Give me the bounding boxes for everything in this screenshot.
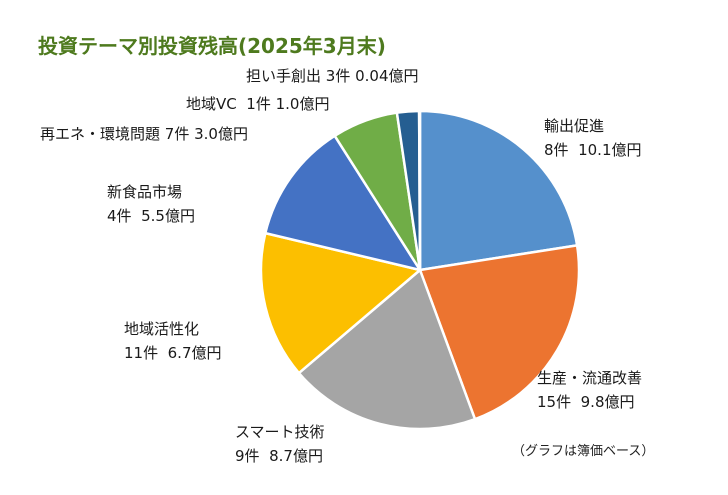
slice-label-count: 8件 [544, 141, 569, 159]
slice-label-name: 地域VC [186, 95, 237, 113]
slice-label-value: 0.04億円 [355, 67, 419, 85]
slice-label-name: 再エネ・環境問題 [40, 125, 161, 143]
slice-label-count: 4件 [107, 207, 132, 225]
slice-label-name: 生産・流通改善 [537, 369, 643, 387]
slice-label-value: 3.0億円 [194, 125, 248, 143]
slice-label-count: 15件 [537, 393, 572, 411]
slice-label-count: 11件 [124, 344, 159, 362]
pie-slice-4 [264, 134, 422, 272]
slice-label-value: 5.5億円 [141, 207, 195, 225]
pie-slice-3 [259, 231, 422, 375]
slice-label-value: 8.7億円 [269, 447, 323, 465]
slice-label-export: 輸出促進 8件 10.1億円 [544, 114, 642, 162]
slice-label-name: 輸出促進 [544, 117, 605, 135]
pie-slices [259, 109, 581, 431]
slice-label-smart-tech: スマート技術 9件 8.7億円 [235, 420, 325, 468]
slice-label-value: 6.7億円 [167, 344, 222, 362]
slice-label-count: 3件 [325, 67, 351, 85]
slice-label-name: 新食品市場 [107, 183, 183, 201]
slice-label-count: 7件 [164, 125, 190, 143]
slice-label-production: 生産・流通改善 15件 9.8億円 [537, 366, 642, 414]
slice-label-value: 9.8億円 [580, 393, 635, 411]
slice-label-count: 1件 [246, 95, 271, 113]
slice-label-name: 担い手創出 [246, 67, 322, 85]
pie-slice-0 [418, 109, 579, 272]
pie-slice-2 [297, 268, 477, 431]
basis-note: （グラフは簿価ベース） [512, 444, 655, 459]
pie-slice-7 [417, 109, 422, 272]
slice-label-regional: 地域活性化 11件 6.7億円 [124, 317, 222, 365]
chart-title: 投資テーマ別投資残高(2025年3月末) [38, 34, 386, 58]
slice-label-regional-vc: 地域VC 1件 1.0億円 [186, 92, 329, 116]
slice-label-name: スマート技術 [235, 423, 325, 441]
slice-label-successor: 担い手創出 3件 0.04億円 [246, 64, 419, 88]
slice-label-name: 地域活性化 [124, 320, 200, 338]
slice-label-value: 10.1億円 [578, 141, 642, 159]
slice-label-new-food: 新食品市場 4件 5.5億円 [107, 180, 195, 228]
slice-label-renewable: 再エネ・環境問題 7件 3.0億円 [40, 122, 248, 146]
slice-label-count: 9件 [235, 447, 260, 465]
slice-label-value: 1.0億円 [275, 95, 330, 113]
